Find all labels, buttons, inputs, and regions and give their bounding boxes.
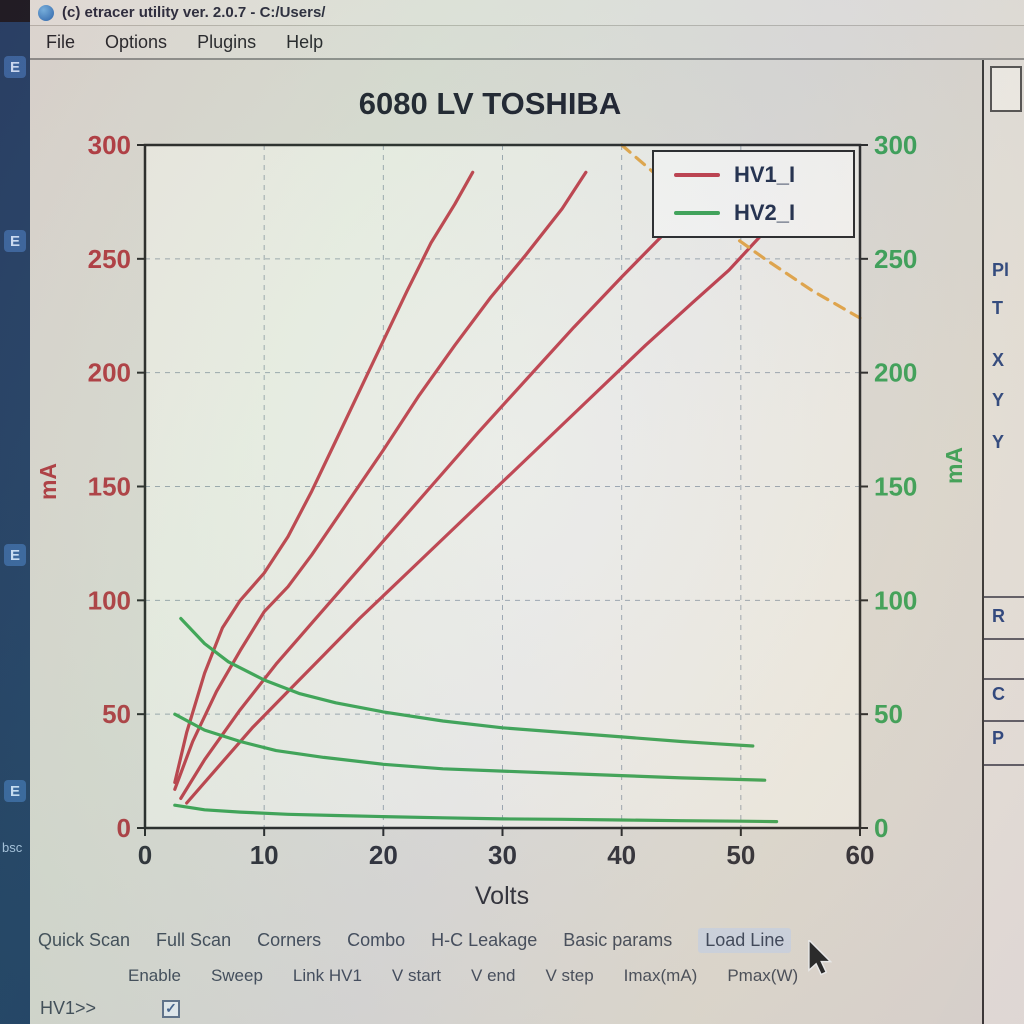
- menu-help[interactable]: Help: [286, 31, 324, 52]
- background-app-icon[interactable]: E: [4, 780, 26, 802]
- right-panel-divider: [984, 678, 1024, 680]
- tab-corners[interactable]: Corners: [257, 930, 322, 950]
- right-parameter-panel: Pl T X Y Y R C P: [982, 60, 1024, 1024]
- app-icon: [38, 4, 54, 21]
- x-tick-label: 30: [488, 840, 517, 870]
- background-app-icon[interactable]: E: [4, 56, 26, 78]
- tab-combo[interactable]: Combo: [347, 930, 406, 950]
- series-hv1-i-curve-4: [185, 229, 767, 805]
- param-header-v-end: V end: [471, 966, 516, 985]
- series-hv1-i-curve-3: [179, 220, 677, 801]
- background-window-strip: bsc E E E E: [0, 0, 30, 1024]
- menu-file[interactable]: File: [46, 31, 76, 52]
- background-app-icon[interactable]: E: [4, 230, 26, 252]
- chart-legend: HV1_I HV2_I: [652, 150, 855, 238]
- y-right-tick-label: 200: [874, 358, 917, 388]
- param-header-link-hv1: Link HV1: [292, 966, 362, 985]
- y-left-tick-label: 100: [88, 585, 131, 615]
- tab-bar: Quick Scan Full Scan Corners Combo H-C Leaka…: [38, 928, 958, 953]
- right-panel-label-4: Y: [992, 432, 1005, 452]
- legend-line-swatch: [674, 173, 720, 177]
- background-window-corner: [0, 0, 30, 22]
- y-left-tick-label: 0: [117, 813, 131, 843]
- tab-basic-params[interactable]: Basic params: [563, 930, 673, 950]
- mouse-cursor: [808, 940, 832, 976]
- param-header-pmax-w: Pmax(W): [727, 966, 799, 985]
- tab-load-line[interactable]: Load Line: [698, 928, 792, 953]
- x-tick-label: 50: [726, 840, 755, 870]
- tab-full-scan[interactable]: Full Scan: [156, 930, 232, 950]
- y-left-tick-label: 150: [88, 472, 131, 502]
- plot-frame: [143, 143, 862, 830]
- x-tick-label: 20: [369, 840, 398, 870]
- right-panel-label-2: X: [992, 350, 1005, 370]
- series-hv2-i-curve-2: [173, 712, 767, 782]
- right-panel-label-0: Pl: [992, 260, 1010, 280]
- right-axis-title: mA: [941, 446, 968, 485]
- y-right-tick-label: 300: [874, 130, 917, 160]
- legend-label: HV2_I: [734, 200, 796, 225]
- param-header-sweep: Sweep: [210, 966, 263, 985]
- right-panel-divider: [984, 596, 1024, 598]
- x-tick-label: 60: [846, 840, 875, 870]
- menu-bar: File Options Plugins Help: [30, 26, 1024, 60]
- param-header-imax-ma: Imax(mA): [623, 966, 698, 985]
- tab-h-c-leakage[interactable]: H-C Leakage: [431, 930, 538, 950]
- menu-options[interactable]: Options: [105, 31, 168, 52]
- y-left-tick-label: 300: [88, 130, 131, 160]
- param-header-v-start: V start: [391, 966, 442, 985]
- y-right-tick-label: 150: [874, 472, 917, 502]
- right-panel-label-5: R: [992, 606, 1005, 626]
- y-left-tick-label: 250: [88, 244, 131, 274]
- x-tick-label: 10: [250, 840, 279, 870]
- chart-title: 6080 LV TOSHIBA: [358, 86, 622, 121]
- scan-params-header-row: Enable Sweep Link HV1 V start V end V step Ima…: [128, 966, 798, 986]
- right-panel-button[interactable]: [990, 66, 1022, 112]
- legend-entry-hv1-i: HV1_I: [674, 162, 853, 188]
- legend-entry-hv2-i: HV2_I: [674, 200, 853, 226]
- series-hv1-i-curve-2: [173, 170, 588, 791]
- x-tick-label: 40: [607, 840, 636, 870]
- y-right-tick-label: 250: [874, 244, 917, 274]
- right-panel-divider: [984, 720, 1024, 722]
- right-panel-label-3: Y: [992, 390, 1005, 410]
- param-header-v-step: V step: [545, 966, 594, 985]
- hv1-row-label: HV1>>: [40, 998, 97, 1018]
- y-left-tick-label: 50: [102, 699, 131, 729]
- legend-label: HV1_I: [734, 162, 796, 187]
- x-axis-title: Volts: [474, 882, 530, 910]
- background-app-icon[interactable]: E: [4, 544, 26, 566]
- legend-line-swatch: [674, 211, 720, 215]
- y-right-tick-label: 0: [874, 813, 888, 843]
- right-panel-label-1: T: [992, 298, 1003, 318]
- right-panel-label-6: C: [992, 684, 1005, 704]
- y-right-tick-label: 100: [874, 585, 917, 615]
- y-right-tick-label: 50: [874, 699, 903, 729]
- background-strip-label: bsc: [2, 840, 23, 855]
- right-panel-divider: [984, 638, 1024, 640]
- right-panel-label-7: P: [992, 728, 1005, 748]
- x-tick-label: 0: [138, 840, 152, 870]
- right-panel-divider: [984, 764, 1024, 766]
- title-bar: (c) etracer utility ver. 2.0.7 - C:/User…: [30, 0, 1024, 26]
- plot-area: [145, 145, 860, 828]
- y-left-tick-label: 200: [88, 358, 131, 388]
- hv1-row: HV1>> ✓: [40, 998, 181, 1019]
- series-hv2-i-curve-1: [179, 616, 755, 748]
- left-axis-title: mA: [35, 462, 62, 501]
- series-hv1-i-curve-1: [173, 170, 475, 785]
- series-hv2-i-curve-3: [173, 803, 779, 824]
- menu-plugins[interactable]: Plugins: [197, 31, 257, 52]
- window-title: (c) etracer utility ver. 2.0.7 - C:/User…: [62, 4, 326, 21]
- tab-quick-scan[interactable]: Quick Scan: [38, 930, 131, 950]
- hv1-enable-checkbox[interactable]: ✓: [162, 999, 181, 1018]
- param-header-enable: Enable: [128, 966, 181, 985]
